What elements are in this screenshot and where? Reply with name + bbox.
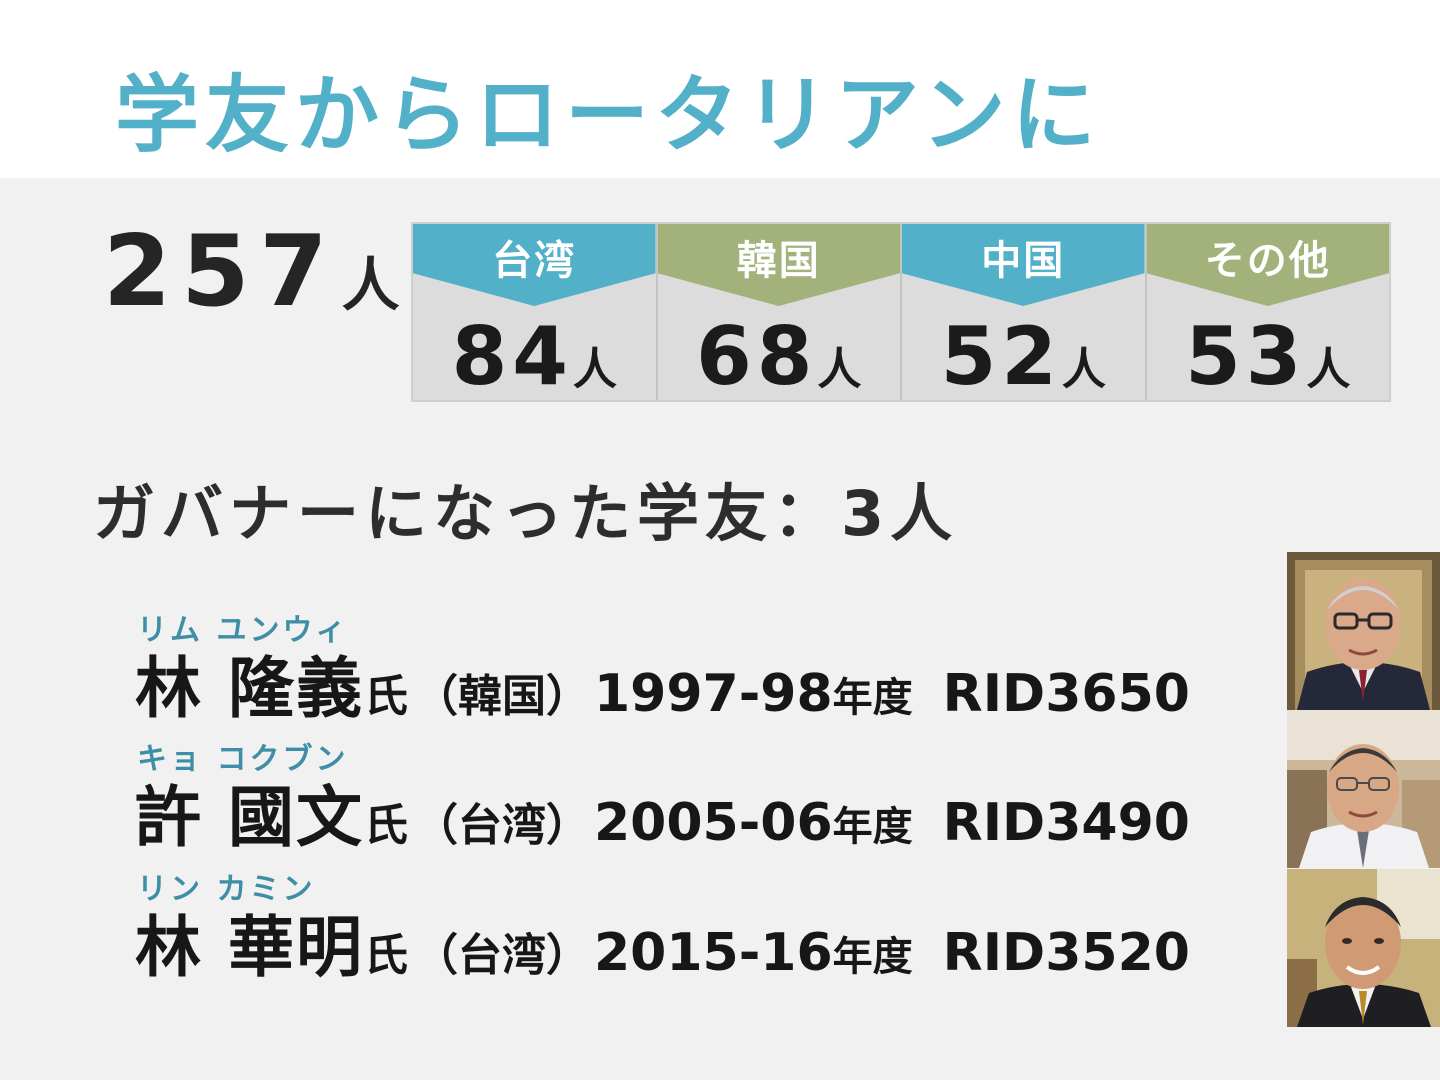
stat-unit: 人 [1306, 344, 1351, 395]
governor-line: 許 國文氏 （台湾）2005-06年度 RID3490 [135, 764, 1190, 860]
honorific: 氏 [363, 930, 408, 981]
stat-korea: 韓国 68人 [657, 224, 902, 403]
year-unit: 年度 [832, 804, 913, 850]
country: （韓国） [413, 671, 590, 722]
name-reading: キョ コクブン [137, 742, 349, 777]
country: （台湾） [413, 930, 590, 981]
governor-line: 林 隆義氏 （韓国）1997-98年度 RID3650 [135, 635, 1190, 731]
title-bar: 学友からロータリアンに [0, 0, 1440, 178]
stat-number: 68 [696, 310, 818, 403]
governor-photo [1287, 552, 1440, 710]
stat-taiwan: 台湾 84人 [413, 224, 658, 403]
stat-label: 韓国 [736, 238, 821, 284]
stat-label: その他 [1204, 238, 1331, 284]
stat-label: 中国 [981, 238, 1066, 284]
stat-label: 台湾 [492, 238, 577, 284]
name-reading: リム ユンウィ [137, 613, 349, 648]
stat-value: 68人 [658, 310, 901, 403]
governor-line: 林 華明氏 （台湾）2015-16年度 RID3520 [135, 894, 1190, 990]
country-stats-table: 台湾 84人 韓国 68人 中国 52人 その他 53人 [413, 224, 1390, 403]
stat-value: 84人 [413, 310, 656, 403]
stat-china: 中国 52人 [902, 224, 1147, 403]
stat-other: その他 53人 [1146, 224, 1390, 403]
district-id: RID3490 [942, 793, 1190, 853]
page-title: 学友からロータリアンに [115, 66, 1102, 164]
stat-unit: 人 [572, 344, 617, 395]
stat-unit: 人 [817, 344, 862, 395]
governors-heading: ガバナーになった学友：3人 [93, 477, 959, 550]
district-id: RID3520 [942, 923, 1190, 983]
term-years: 1997-98 [593, 664, 833, 724]
governor-name: 林 華明 [135, 909, 364, 986]
total-unit: 人 [341, 251, 400, 319]
country: （台湾） [413, 800, 590, 851]
year-unit: 年度 [832, 934, 913, 980]
year-unit: 年度 [832, 675, 913, 721]
honorific: 氏 [363, 671, 408, 722]
governor-photo [1287, 710, 1440, 868]
governor-photo [1287, 869, 1440, 1027]
honorific: 氏 [363, 800, 408, 851]
term-years: 2005-06 [593, 793, 833, 853]
total-number: 257 [103, 215, 338, 329]
governor-name: 許 國文 [135, 779, 364, 856]
stat-number: 53 [1185, 310, 1307, 403]
stat-number: 52 [940, 310, 1062, 403]
stat-value: 53人 [1147, 310, 1390, 403]
district-id: RID3650 [942, 664, 1190, 724]
name-reading: リン カミン [137, 872, 316, 907]
governor-name: 林 隆義 [135, 650, 364, 727]
stat-value: 52人 [902, 310, 1145, 403]
stat-number: 84 [451, 310, 573, 403]
term-years: 2015-16 [593, 923, 833, 983]
total-count: 257人 [103, 215, 400, 329]
stat-unit: 人 [1061, 344, 1106, 395]
